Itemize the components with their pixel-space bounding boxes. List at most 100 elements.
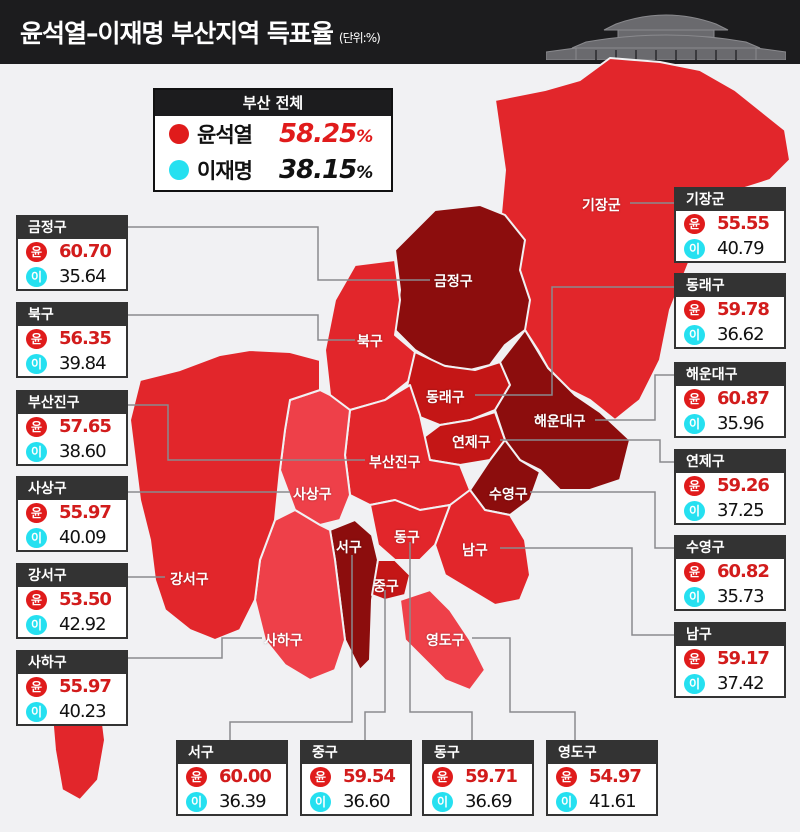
palace-icon bbox=[546, 14, 786, 60]
yoon-badge-icon: 윤 bbox=[684, 648, 705, 669]
district-nam bbox=[434, 489, 531, 606]
result-card-gijang: 기장군 윤 55.55 이 40.79 bbox=[674, 187, 786, 263]
district-haeundae bbox=[494, 329, 631, 491]
card-title: 영도구 bbox=[548, 742, 656, 764]
card-row-lee: 이 37.42 bbox=[676, 671, 784, 696]
result-card-dong: 동구 윤 59.71 이 36.69 bbox=[422, 740, 534, 816]
yoon-badge-icon: 윤 bbox=[684, 475, 705, 496]
map-label-gangseo: 강서구 bbox=[170, 572, 209, 588]
district-sasang bbox=[279, 389, 351, 526]
lee-badge-icon: 이 bbox=[684, 673, 705, 694]
map-label-haeundae: 해운대구 bbox=[534, 414, 586, 430]
lee-badge-icon: 이 bbox=[684, 500, 705, 521]
card-row-yoon: 윤 60.70 bbox=[18, 239, 126, 264]
leader-haeundae bbox=[595, 374, 675, 421]
card-row-lee: 이 41.61 bbox=[548, 789, 656, 814]
card-value-lee: 36.62 bbox=[717, 324, 765, 345]
result-card-gangseo: 강서구 윤 53.50 이 42.92 bbox=[16, 563, 128, 639]
cyan-dot-icon bbox=[169, 160, 189, 180]
result-card-geumjeong: 금정구 윤 60.70 이 35.64 bbox=[16, 215, 128, 291]
card-value-lee: 35.73 bbox=[717, 586, 765, 607]
card-row-lee: 이 42.92 bbox=[18, 612, 126, 637]
card-title: 금정구 bbox=[18, 217, 126, 239]
yoon-badge-icon: 윤 bbox=[684, 299, 705, 320]
card-value-lee: 35.64 bbox=[59, 266, 107, 287]
district-jung bbox=[371, 559, 411, 601]
card-row-yoon: 윤 59.71 bbox=[424, 764, 532, 789]
card-row-yoon: 윤 60.87 bbox=[676, 386, 784, 411]
card-row-lee: 이 40.79 bbox=[676, 236, 784, 261]
card-row-yoon: 윤 59.26 bbox=[676, 473, 784, 498]
map-label-busanjin: 부산진구 bbox=[369, 455, 421, 471]
card-row-lee: 이 40.09 bbox=[18, 525, 126, 550]
header-bar: 윤석열–이재명 부산지역 득표율 (단위:%) bbox=[0, 0, 800, 64]
card-value-lee: 36.69 bbox=[465, 791, 513, 812]
legend-name-lee: 이재명 bbox=[197, 159, 253, 183]
lee-badge-icon: 이 bbox=[26, 614, 47, 635]
map-label-buk: 북구 bbox=[357, 334, 383, 350]
card-title: 동구 bbox=[424, 742, 532, 764]
legend-value-yoon: 58.25% bbox=[279, 119, 373, 149]
card-row-yoon: 윤 55.97 bbox=[18, 674, 126, 699]
red-dot-icon bbox=[169, 124, 189, 144]
card-row-yoon: 윤 54.97 bbox=[548, 764, 656, 789]
card-value-lee: 41.61 bbox=[589, 791, 637, 812]
card-value-yoon: 55.97 bbox=[59, 502, 112, 523]
legend-box: 부산 전체 윤석열 58.25% 이재명 38.15% bbox=[153, 88, 393, 192]
yoon-badge-icon: 윤 bbox=[684, 388, 705, 409]
card-row-yoon: 윤 59.54 bbox=[302, 764, 410, 789]
leader-nam bbox=[500, 547, 675, 636]
card-value-yoon: 57.65 bbox=[59, 416, 112, 437]
card-value-lee: 39.84 bbox=[59, 353, 107, 374]
card-value-yoon: 60.82 bbox=[717, 561, 770, 582]
card-title: 기장군 bbox=[676, 189, 784, 211]
legend-name-yoon: 윤석열 bbox=[197, 123, 253, 147]
card-title: 강서구 bbox=[18, 565, 126, 587]
card-title: 남구 bbox=[676, 624, 784, 646]
card-value-yoon: 60.00 bbox=[219, 766, 272, 787]
result-card-yeonje: 연제구 윤 59.26 이 37.25 bbox=[674, 449, 786, 525]
lee-badge-icon: 이 bbox=[26, 527, 47, 548]
card-row-yoon: 윤 56.35 bbox=[18, 326, 126, 351]
map-label-yeongdo: 영도구 bbox=[426, 633, 465, 649]
yoon-badge-icon: 윤 bbox=[26, 328, 47, 349]
map-label-nam: 남구 bbox=[462, 543, 488, 559]
yoon-badge-icon: 윤 bbox=[26, 502, 47, 523]
result-card-yeongdo: 영도구 윤 54.97 이 41.61 bbox=[546, 740, 658, 816]
district-gangseo bbox=[129, 349, 321, 641]
lee-badge-icon: 이 bbox=[26, 701, 47, 722]
yoon-badge-icon: 윤 bbox=[186, 766, 207, 787]
card-row-lee: 이 36.60 bbox=[302, 789, 410, 814]
card-value-yoon: 60.87 bbox=[717, 388, 770, 409]
result-card-dongnae: 동래구 윤 59.78 이 36.62 bbox=[674, 273, 786, 349]
result-card-saha: 사하구 윤 55.97 이 40.23 bbox=[16, 650, 128, 726]
card-row-lee: 이 35.73 bbox=[676, 584, 784, 609]
card-value-lee: 37.42 bbox=[717, 673, 765, 694]
card-row-lee: 이 38.60 bbox=[18, 439, 126, 464]
card-value-yoon: 56.35 bbox=[59, 328, 112, 349]
card-value-lee: 42.92 bbox=[59, 614, 107, 635]
leader-dongnae bbox=[475, 286, 675, 396]
leader-geumjeong bbox=[128, 226, 430, 281]
card-title: 해운대구 bbox=[676, 364, 784, 386]
card-value-lee: 36.60 bbox=[343, 791, 391, 812]
card-value-lee: 36.39 bbox=[219, 791, 267, 812]
leader-saha bbox=[128, 637, 262, 659]
result-card-jung: 중구 윤 59.54 이 36.60 bbox=[300, 740, 412, 816]
district-saha bbox=[254, 509, 346, 681]
map-label-saha: 사하구 bbox=[264, 633, 303, 649]
card-value-yoon: 54.97 bbox=[589, 766, 642, 787]
legend-row-yoon: 윤석열 58.25% bbox=[155, 116, 391, 152]
card-value-yoon: 59.71 bbox=[465, 766, 518, 787]
yoon-badge-icon: 윤 bbox=[310, 766, 331, 787]
card-row-lee: 이 39.84 bbox=[18, 351, 126, 376]
card-value-lee: 40.79 bbox=[717, 238, 765, 259]
card-value-yoon: 55.97 bbox=[59, 676, 112, 697]
lee-badge-icon: 이 bbox=[684, 586, 705, 607]
result-card-sasang: 사상구 윤 55.97 이 40.09 bbox=[16, 476, 128, 552]
map-label-dongnae: 동래구 bbox=[426, 390, 465, 406]
result-card-nam: 남구 윤 59.17 이 37.42 bbox=[674, 622, 786, 698]
card-value-yoon: 60.70 bbox=[59, 241, 112, 262]
result-card-busanjin: 부산진구 윤 57.65 이 38.60 bbox=[16, 390, 128, 466]
card-row-yoon: 윤 57.65 bbox=[18, 414, 126, 439]
